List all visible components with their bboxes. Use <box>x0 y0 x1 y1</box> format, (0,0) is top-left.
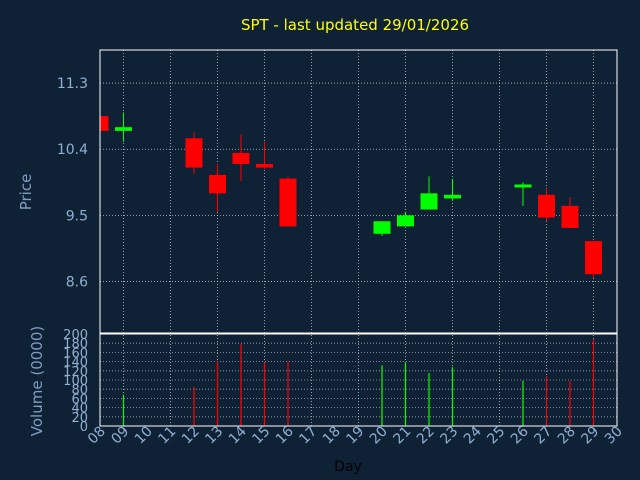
candle-body <box>232 152 250 164</box>
candle-body <box>185 138 203 168</box>
price-panel-frame <box>99 49 618 334</box>
x-tick-label: 08 <box>85 424 109 448</box>
volume-axis-label: Volume (0000) <box>28 326 46 436</box>
chart-title: SPT - last updated 29/01/2026 <box>241 16 469 34</box>
candle-body <box>585 241 602 275</box>
x-tick-label: 13 <box>202 424 226 448</box>
volume-tick-label: 120 <box>63 365 88 380</box>
volume-tick-label: 200 <box>63 328 88 343</box>
candle-body <box>373 221 391 234</box>
x-tick-label: 09 <box>108 424 132 448</box>
grid-layer <box>100 50 617 427</box>
volume-tick-label: 60 <box>71 392 88 407</box>
x-axis-label: Day <box>334 459 362 475</box>
candle-body <box>420 193 438 210</box>
x-tick-label: 12 <box>179 424 203 448</box>
x-tick-label: 19 <box>343 424 367 448</box>
x-tick-label: 29 <box>578 424 602 448</box>
x-tick-label: 18 <box>320 424 344 448</box>
x-tick-label: 30 <box>602 424 626 448</box>
volume-tick-label: 0 <box>80 420 88 435</box>
x-tick-label: 15 <box>249 424 273 448</box>
x-tick-label: 24 <box>461 423 485 447</box>
candle-body <box>279 178 297 227</box>
volume-panel-frame <box>99 333 618 427</box>
volume-tick-label: 100 <box>63 374 88 389</box>
candle-body <box>256 163 273 168</box>
x-tick-label: 26 <box>508 423 532 447</box>
price-tick-label: 10.4 <box>57 142 88 158</box>
candle-layer <box>99 112 602 278</box>
candle-body <box>538 194 555 218</box>
x-tick-label: 10 <box>132 424 156 448</box>
x-tick-label: 23 <box>437 424 461 448</box>
price-tick-label: 8.6 <box>66 275 88 291</box>
candle-body <box>514 184 532 188</box>
x-tick-label: 20 <box>367 424 391 448</box>
volume-tick-label: 160 <box>63 346 88 361</box>
x-tick-label: 14 <box>226 423 250 447</box>
candle-body <box>444 194 461 199</box>
volume-tick-label: 80 <box>71 383 88 398</box>
x-tick-label: 17 <box>296 424 320 448</box>
candle-body <box>115 127 132 131</box>
label-layer: 11.310.49.58.620018016014012010080604020… <box>57 76 626 447</box>
candle-body <box>397 215 414 227</box>
frame-layer <box>99 49 618 427</box>
x-tick-label: 25 <box>484 424 508 448</box>
x-tick-label: 27 <box>531 424 555 448</box>
candle-body <box>100 116 109 131</box>
price-tick-label: 9.5 <box>66 208 88 224</box>
candle-body <box>561 205 579 228</box>
price-axis-label: Price <box>17 174 35 211</box>
volume-layer <box>122 339 595 426</box>
volume-tick-label: 40 <box>71 402 88 417</box>
x-tick-label: 21 <box>390 424 414 448</box>
volume-tick-label: 140 <box>63 356 88 371</box>
candle-body <box>209 174 226 194</box>
x-tick-label: 28 <box>555 424 579 448</box>
x-tick-label: 22 <box>414 424 438 448</box>
volume-tick-label: 180 <box>63 337 88 352</box>
price-tick-label: 11.3 <box>57 76 88 92</box>
volume-tick-label: 20 <box>71 411 88 426</box>
x-tick-label: 16 <box>273 423 297 447</box>
x-tick-label: 11 <box>155 424 179 448</box>
